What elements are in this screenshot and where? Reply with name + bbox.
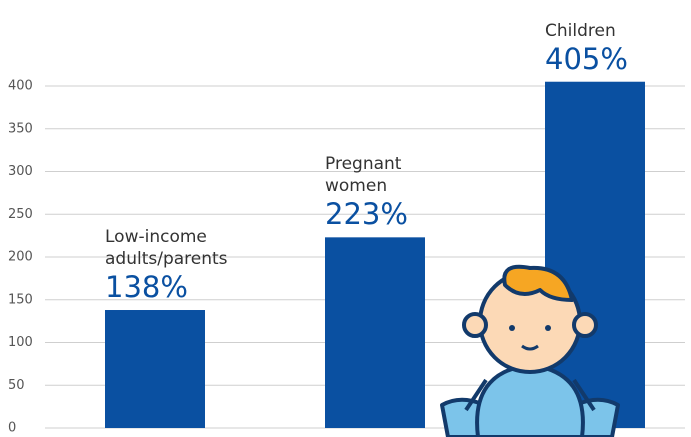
category-label: Pregnant women	[325, 154, 402, 197]
y-tick-label: 150	[8, 292, 33, 307]
y-tick-label: 250	[8, 207, 33, 222]
bar-label-group: Children 405%	[545, 20, 645, 76]
y-tick-label: 0	[8, 421, 16, 436]
y-tick-label: 50	[8, 378, 25, 393]
value-label: 223%	[325, 197, 408, 232]
bar-label-group: Pregnant women 223%	[325, 153, 425, 231]
y-tick-label: 100	[8, 335, 33, 350]
category-label: Children	[545, 20, 616, 41]
bar-label-group: Low-income adults/parents 138%	[105, 226, 228, 305]
y-tick-label: 200	[8, 250, 33, 265]
value-label: 138%	[105, 270, 188, 305]
value-label: 405%	[545, 41, 628, 76]
category-label: Low-income adults/parents	[105, 227, 228, 270]
bar	[105, 310, 205, 428]
bar	[325, 237, 425, 428]
y-tick-label: 400	[8, 79, 33, 94]
y-tick-label: 300	[8, 164, 33, 179]
baby-illustration	[440, 264, 620, 437]
y-tick-label: 350	[8, 121, 33, 136]
bar	[545, 81, 645, 428]
